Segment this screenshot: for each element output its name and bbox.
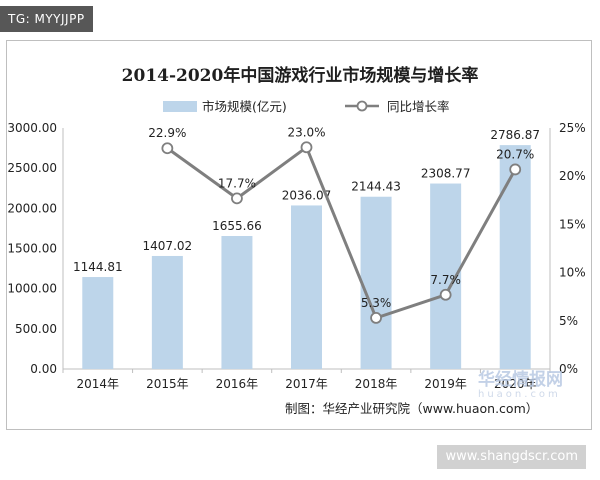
bar-value-label: 1144.81 xyxy=(73,260,123,274)
bar-value-label: 2144.43 xyxy=(351,180,401,194)
x-tick-label: 2019年 xyxy=(424,377,467,391)
line-value-label: 7.7% xyxy=(430,273,461,287)
left-axis-ticks: 0.00 500.00 1000.00 1500.00 2000.00 2500.00 30… xyxy=(7,121,57,376)
bottom-band xyxy=(0,432,600,480)
legend: 市场规模(亿元) 同比增长率 xyxy=(163,99,450,114)
left-tick-label: 2000.00 xyxy=(7,201,57,215)
x-axis-ticks: 2014年 2015年 2016年 2017年 2018年 2019年 2020年 xyxy=(62,369,551,391)
left-tick-label: 3000.00 xyxy=(7,121,57,135)
chart-title: 2014-2020年中国游戏行业市场规模与增长率 xyxy=(122,65,479,86)
x-tick-label: 2020年 xyxy=(494,377,537,391)
chart-source: 制图：华经产业研究院（www.huaon.com） xyxy=(285,401,538,416)
bar xyxy=(360,196,392,369)
legend-line-label: 同比增长率 xyxy=(387,99,450,114)
right-tick-label: 0% xyxy=(559,362,578,376)
left-tick-label: 500.00 xyxy=(15,322,57,336)
legend-line-marker xyxy=(356,100,368,112)
line-value-label: 22.9% xyxy=(148,126,186,140)
bar xyxy=(499,145,531,369)
line-value-label: 5.3% xyxy=(361,296,392,310)
line-value-label: 17.7% xyxy=(218,176,256,190)
legend-bar-label: 市场规模(亿元) xyxy=(202,99,287,114)
right-tick-label: 15% xyxy=(559,217,586,231)
bar xyxy=(291,205,322,369)
huaon-watermark: 华经情报网 huaon.com xyxy=(478,369,563,400)
growth-line xyxy=(166,145,517,320)
line-point xyxy=(439,288,452,301)
line-data-labels: 22.9% 17.7% 23.0% 5.3% 7.7% 20.7% xyxy=(148,125,534,310)
line-point xyxy=(509,163,522,176)
x-tick-label: 2014年 xyxy=(77,377,120,391)
left-tick-label: 1500.00 xyxy=(7,242,57,256)
line-point xyxy=(300,141,313,154)
bar-value-label: 1655.66 xyxy=(212,219,262,233)
bar xyxy=(151,255,183,369)
left-tick-label: 0.00 xyxy=(30,362,57,376)
bar-data-labels: 1144.81 1407.02 1655.66 2036.07 2144.43 2308.… xyxy=(73,128,540,274)
bar-value-label: 2786.87 xyxy=(490,128,540,142)
bar xyxy=(221,235,253,369)
watermark-logo-url: huaon.com xyxy=(478,389,561,400)
left-tick-label: 1000.00 xyxy=(7,282,57,296)
watermark-tag: TG: MYYJJPP xyxy=(0,6,93,32)
site-watermark: www.shangdscr.com xyxy=(437,445,586,469)
x-tick-label: 2017年 xyxy=(285,377,328,391)
line-series xyxy=(161,141,522,324)
line-value-label: 20.7% xyxy=(496,147,534,161)
bar xyxy=(82,277,114,369)
line-point xyxy=(231,192,243,205)
right-tick-label: 5% xyxy=(559,314,578,328)
legend-bar-swatch xyxy=(163,101,197,112)
x-tick-label: 2016年 xyxy=(216,377,259,391)
right-axis-ticks: 0% 5% 10% 15% 20% 25% xyxy=(559,121,586,376)
right-tick-label: 10% xyxy=(559,266,586,280)
line-value-label: 23.0% xyxy=(287,125,325,139)
right-tick-label: 25% xyxy=(559,121,586,135)
bar-value-label: 2308.77 xyxy=(421,167,471,181)
left-tick-label: 2500.00 xyxy=(7,161,57,175)
bar-series xyxy=(82,145,531,369)
x-tick-label: 2015年 xyxy=(146,377,189,391)
line-point xyxy=(370,312,382,324)
x-tick-label: 2018年 xyxy=(355,377,398,391)
right-tick-label: 20% xyxy=(559,169,586,183)
line-point xyxy=(161,142,174,155)
bar-value-label: 2036.07 xyxy=(282,188,332,202)
watermark-logo: 华经情报网 xyxy=(478,369,563,390)
bar-value-label: 1407.02 xyxy=(143,239,193,253)
